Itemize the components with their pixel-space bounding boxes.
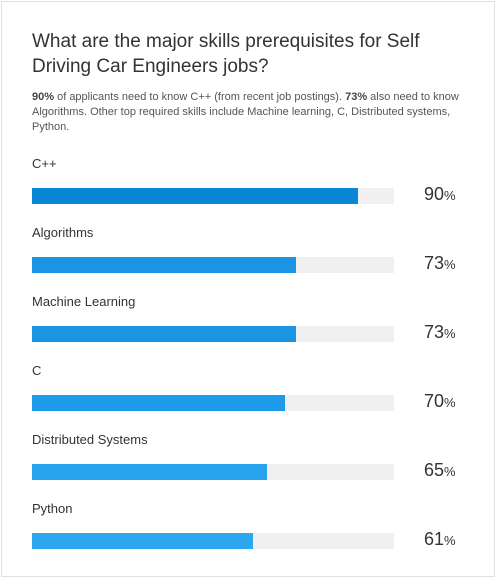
bar-value-label: 73% [424,253,456,274]
skill-row: C 70% [32,363,472,423]
bar-track [32,257,394,273]
bar-fill [32,326,297,342]
summary-highlight-1: 90% [32,91,55,103]
bar-fill [32,464,268,480]
bar-track [32,326,394,342]
bar-value-label: 90% [424,184,456,205]
percent-sign: % [444,395,456,410]
bar-value-label: 61% [424,529,456,550]
bar-track [32,464,394,480]
summary-text: 90% of applicants need to know C++ (from… [32,90,477,135]
skill-row: Algorithms 73% [32,225,472,285]
bar-track [32,395,394,411]
bar-track [32,188,394,204]
summary-part-2: of applicants need to know C++ (from rec… [54,91,346,103]
bar-fill [32,395,286,411]
skill-label: Algorithms [32,225,94,240]
skill-label: C++ [32,156,57,171]
card-title: What are the major skills prerequisites … [32,31,420,77]
skill-row: C++ 90% [32,156,472,216]
bar-fill [32,257,297,273]
bar-value-label: 65% [424,460,456,481]
skill-row: Distributed Systems 65% [32,432,472,492]
bar-fill [32,533,253,549]
skill-label: Distributed Systems [32,432,148,447]
percent-sign: % [444,533,456,548]
bar-value-number: 61 [424,529,445,549]
bar-value-label: 70% [424,391,456,412]
bar-value-label: 73% [424,322,456,343]
summary-part-4: also need to know Algorithms. Other top … [32,91,459,133]
percent-sign: % [444,464,456,479]
bar-fill [32,188,358,204]
skill-label: Machine Learning [32,294,136,309]
percent-sign: % [444,257,456,272]
skill-label: Python [32,501,73,516]
bar-value-number: 73 [424,322,445,342]
bar-value-number: 70 [424,391,445,411]
bar-track [32,533,394,549]
bar-value-number: 65 [424,460,445,480]
skill-row: Machine Learning 73% [32,294,472,354]
bar-value-number: 73 [424,253,445,273]
percent-sign: % [444,326,456,341]
bar-value-number: 90 [424,184,445,204]
summary-highlight-2: 73% [345,91,368,103]
skill-row: Python 61% [32,501,472,561]
percent-sign: % [444,188,456,203]
skill-label: C [32,363,42,378]
